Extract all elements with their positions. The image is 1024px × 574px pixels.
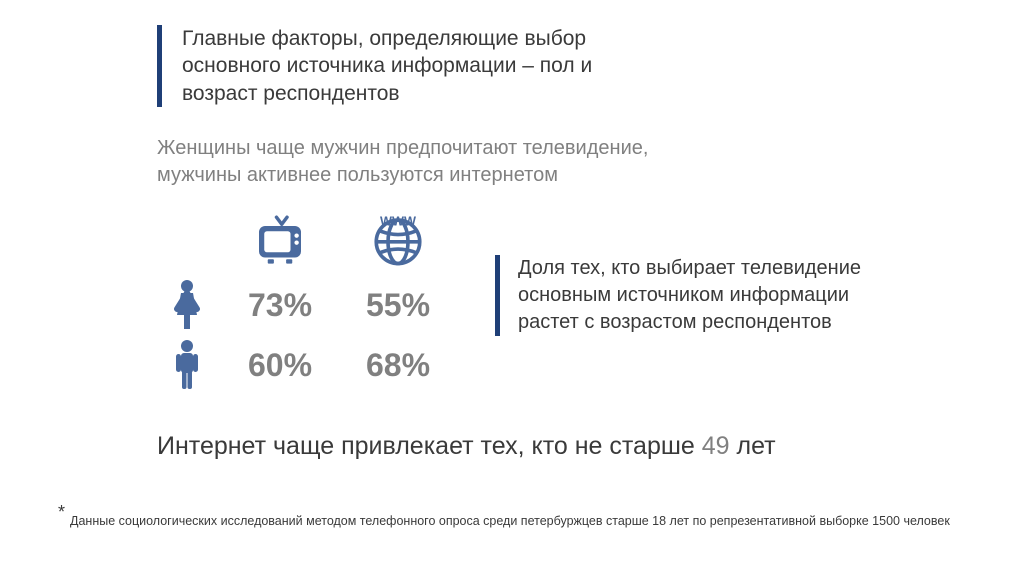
conclusion-age: 49 xyxy=(702,432,730,460)
footnote: Данные социологических исследований мето… xyxy=(70,514,950,528)
pct-female-www: 55% xyxy=(366,287,430,324)
subtitle: Женщины чаще мужчин предпочитают телевид… xyxy=(157,135,717,189)
data-grid: WWW 73% 55% 60% 68% xyxy=(157,205,453,395)
page-title: Главные факторы, определяющие выбор осно… xyxy=(182,25,657,107)
www-icon: WWW xyxy=(369,211,427,269)
title-block: Главные факторы, определяющие выбор осно… xyxy=(157,25,657,107)
pct-male-tv: 60% xyxy=(248,347,312,384)
female-icon xyxy=(173,279,201,331)
conclusion: Интернет чаще привлекает тех, кто не ста… xyxy=(157,432,776,461)
conclusion-prefix: Интернет чаще привлекает тех, кто не ста… xyxy=(157,432,702,460)
footnote-star: * xyxy=(58,502,65,523)
tv-icon xyxy=(252,212,308,268)
side-note: Доля тех, кто выбирает телевидение основ… xyxy=(518,255,915,336)
side-note-block: Доля тех, кто выбирает телевидение основ… xyxy=(495,255,915,336)
svg-text:WWW: WWW xyxy=(380,215,416,229)
pct-female-tv: 73% xyxy=(248,287,312,324)
male-icon xyxy=(174,339,200,391)
conclusion-suffix: лет xyxy=(730,432,776,460)
pct-male-www: 68% xyxy=(366,347,430,384)
